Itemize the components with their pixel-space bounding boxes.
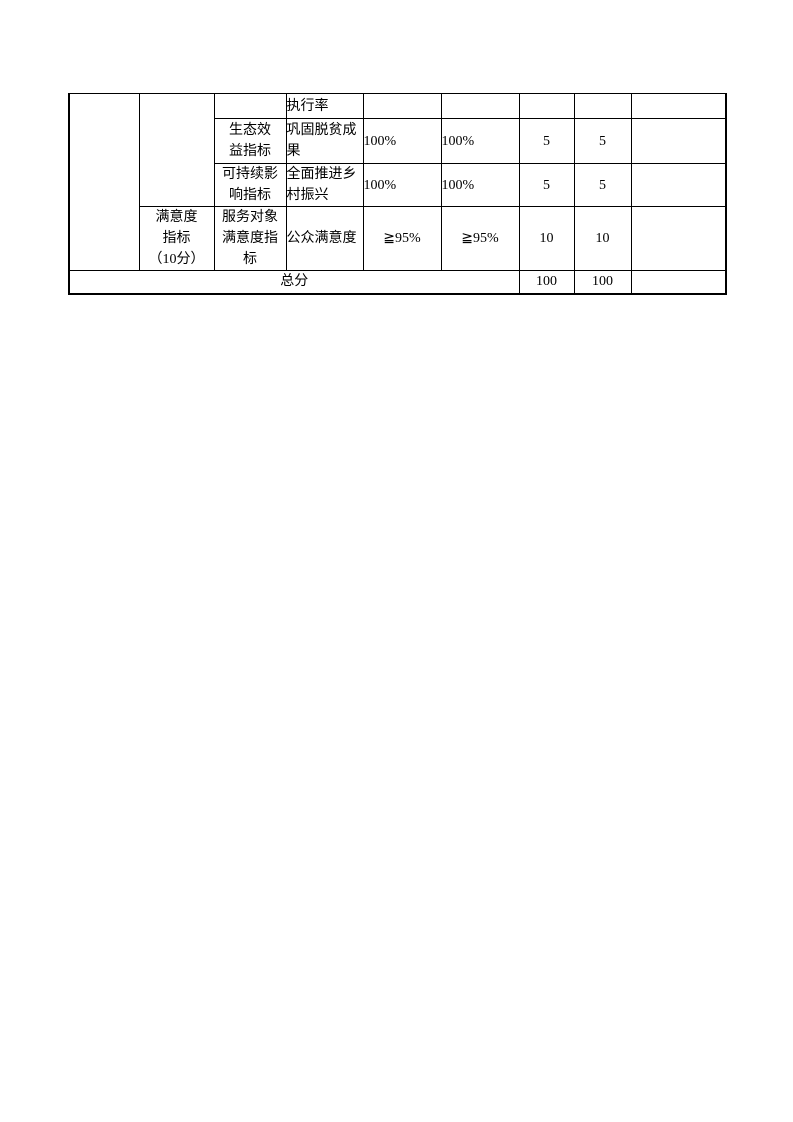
cell-eco-target: 100%: [362, 118, 442, 164]
cell-sustain-result: 5: [573, 163, 632, 207]
cell-eco-score: 5: [518, 118, 575, 164]
cell-empty: [213, 93, 287, 119]
cell-total-label: 总分: [68, 270, 520, 294]
cell-level2-category-empty: [138, 93, 215, 207]
table-row: 满意度 指标 （10分） 服务对象 满意度指 标 公众满意度 ≧95% ≧95%…: [69, 206, 727, 271]
cell-poverty-relief-results: 巩固脱贫成 果: [285, 118, 364, 164]
cell-sustain-score: 5: [518, 163, 575, 207]
cell-empty: [573, 93, 632, 119]
cell-eco-actual: 100%: [440, 118, 520, 164]
cell-total-result: 100: [573, 270, 632, 294]
cell-empty: [630, 93, 727, 119]
cell-satisfaction-score: 10: [518, 206, 575, 271]
cell-total-score: 100: [518, 270, 575, 294]
cell-remark-empty: [630, 163, 727, 207]
cell-eco-result: 5: [573, 118, 632, 164]
cell-satisfaction-target: ≧95%: [362, 206, 442, 271]
cell-level1-category-empty: [68, 93, 140, 271]
cell-empty: [362, 93, 442, 119]
cell-satisfaction-category: 满意度 指标 （10分）: [138, 206, 215, 271]
table-row: 执行率: [68, 93, 727, 271]
cell-public-satisfaction: 公众满意度: [285, 206, 364, 271]
table-row: 可持续影 响指标 全面推进乡 村振兴 100% 100% 5 5: [69, 163, 727, 207]
table-row-total: 总分 100 100: [68, 270, 727, 294]
cell-sustain-actual: 100%: [440, 163, 520, 207]
cell-satisfaction-result: 10: [573, 206, 632, 271]
cell-remark-empty: [630, 206, 727, 271]
cell-satisfaction-actual: ≧95%: [440, 206, 520, 271]
cell-indicator-exec-rate: 执行率: [285, 93, 364, 119]
cell-eco-benefit-indicator: 生态效 益指标: [213, 118, 287, 164]
cell-empty: [518, 93, 575, 119]
cell-remark-empty: [630, 118, 727, 164]
cell-service-object-satisfaction: 服务对象 满意度指 标: [213, 206, 287, 271]
cell-rural-revitalization: 全面推进乡 村振兴: [285, 163, 364, 207]
table-row: 生态效 益指标 巩固脱贫成 果 100% 100% 5 5: [69, 118, 727, 164]
cell-sustain-target: 100%: [362, 163, 442, 207]
cell-empty: [440, 93, 520, 119]
performance-indicator-table: 执行率 生态效 益指标 巩固脱贫成 果 100% 100% 5 5 可持续影 响…: [68, 93, 727, 295]
cell-remark-empty: [630, 270, 727, 294]
cell-sustainable-impact-indicator: 可持续影 响指标: [213, 163, 287, 207]
